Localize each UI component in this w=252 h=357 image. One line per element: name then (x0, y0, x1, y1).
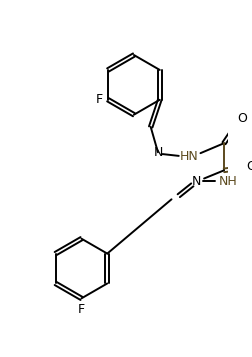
Text: N: N (192, 175, 202, 188)
Text: NH: NH (219, 175, 238, 188)
Text: F: F (96, 93, 103, 106)
Text: F: F (78, 303, 85, 316)
Text: O: O (246, 160, 252, 173)
Text: HN: HN (180, 150, 199, 163)
Text: N: N (153, 146, 163, 159)
Text: O: O (237, 112, 247, 125)
